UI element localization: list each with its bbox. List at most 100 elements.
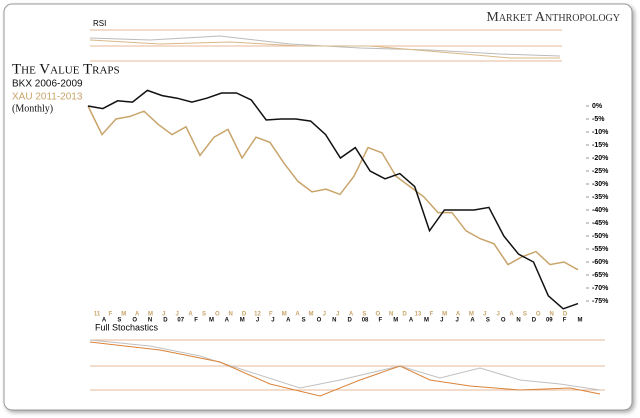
legend-entry: XAU 2011-2013 xyxy=(12,92,83,103)
x-tick-label: S xyxy=(202,312,206,318)
x-tick-label: J xyxy=(336,312,339,318)
x-tick-label: D xyxy=(402,312,407,318)
x-tick-label: F xyxy=(379,318,383,324)
x-tick-label: O xyxy=(501,318,506,324)
x-tick-label: S xyxy=(302,318,306,324)
x-tick-label: S xyxy=(523,312,527,318)
x-tick-label: N xyxy=(332,318,336,324)
y-tick-label: 0% xyxy=(592,103,603,110)
x-tick-label: M xyxy=(240,318,245,324)
x-tick-label: F xyxy=(109,312,113,318)
x-tick-label: M xyxy=(469,312,474,318)
y-tick-label: -65% xyxy=(592,272,609,279)
x-tick-label: D xyxy=(163,318,168,324)
x-tick-label: F xyxy=(269,312,273,318)
x-tick-label: A xyxy=(349,312,354,318)
x-tick-label: 12 xyxy=(254,312,261,318)
x-tick-label: O xyxy=(536,312,541,318)
chart-subtitle: (Monthly) xyxy=(12,103,53,114)
x-tick-label: M xyxy=(393,318,398,324)
x-tick-label: J xyxy=(483,312,486,318)
x-tick-label: M xyxy=(121,312,126,318)
x-tick-label: O xyxy=(375,312,380,318)
y-tick-label: -10% xyxy=(592,129,609,136)
x-tick-label: A xyxy=(135,312,140,318)
series-line xyxy=(87,105,579,271)
x-tick-label: S xyxy=(362,312,366,318)
x-tick-label: A xyxy=(470,318,475,324)
panel-label: Full Stochastics xyxy=(95,322,159,332)
y-tick-label: -60% xyxy=(592,259,609,266)
x-tick-label: N xyxy=(516,318,520,324)
y-tick-label: -15% xyxy=(592,142,609,149)
stoch-line xyxy=(89,341,601,397)
x-tick-label: 13 xyxy=(415,312,422,318)
panel-label: RSI xyxy=(93,19,106,28)
y-tick-label: -70% xyxy=(592,285,609,292)
y-tick-label: -35% xyxy=(592,194,609,201)
stoch-panel xyxy=(89,339,605,397)
x-tick-label: N xyxy=(389,312,393,318)
y-tick-label: -5% xyxy=(592,116,605,123)
y-tick-label: -50% xyxy=(592,233,609,240)
y-tick-label: -45% xyxy=(592,220,609,227)
x-tick-label: 09 xyxy=(546,318,553,324)
x-tick-label: M xyxy=(282,312,287,318)
x-tick-label: D xyxy=(348,318,353,324)
x-tick-label: A xyxy=(295,312,300,318)
x-tick-label: O xyxy=(215,312,220,318)
brand: Market Anthropology xyxy=(486,10,620,25)
x-tick-label: D xyxy=(563,312,568,318)
x-tick-label: M xyxy=(424,318,429,324)
rsi-line xyxy=(89,39,560,59)
rsi-panel xyxy=(89,29,562,62)
series-line xyxy=(87,89,579,310)
x-tick-label: J xyxy=(271,318,274,324)
x-tick-label: J xyxy=(323,312,326,318)
x-tick-label: J xyxy=(496,312,499,318)
x-tick-label: N xyxy=(229,312,233,318)
x-tick-label: M xyxy=(578,318,583,324)
x-tick-label: N xyxy=(549,312,553,318)
x-tick-label: J xyxy=(256,318,259,324)
x-tick-label: A xyxy=(509,312,514,318)
x-tick-label: M xyxy=(442,312,447,318)
x-tick-label: S xyxy=(117,318,121,324)
x-tick-label: A xyxy=(456,312,461,318)
x-tick-label: F xyxy=(194,318,198,324)
y-tick-label: -40% xyxy=(592,207,609,214)
legend-entry: BKX 2006-2009 xyxy=(12,79,83,90)
stoch-line xyxy=(89,339,601,391)
x-tick-label: A xyxy=(225,318,230,324)
y-tick-label: -20% xyxy=(592,155,609,162)
x-tick-label: D xyxy=(242,312,247,318)
x-tick-label: 11 xyxy=(94,312,101,318)
x-tick-label: J xyxy=(440,318,443,324)
x-tick-label: O xyxy=(132,318,137,324)
y-tick-label: -75% xyxy=(592,298,609,305)
frame xyxy=(3,3,633,411)
x-tick-label: A xyxy=(286,318,291,324)
x-tick-label: N xyxy=(148,318,152,324)
x-tick-label: J xyxy=(162,312,165,318)
x-tick-label: O xyxy=(317,318,322,324)
x-tick-label: J xyxy=(176,312,179,318)
x-tick-label: F xyxy=(563,318,567,324)
x-tick-label: J xyxy=(455,318,458,324)
x-tick-label: M xyxy=(209,318,214,324)
y-tick-label: -30% xyxy=(592,181,609,188)
x-tick-label: 08 xyxy=(362,318,369,324)
chart-title: The Value Traps xyxy=(12,61,120,77)
y-tick-label: -25% xyxy=(592,168,609,175)
x-tick-label: A xyxy=(102,318,107,324)
x-tick-label: D xyxy=(532,318,537,324)
x-tick-label: M xyxy=(308,312,313,318)
x-tick-label: A xyxy=(409,318,414,324)
x-tick-label: A xyxy=(188,312,193,318)
x-tick-label: 07 xyxy=(177,318,184,324)
y-tick-label: -55% xyxy=(592,246,609,253)
x-tick-label: M xyxy=(148,312,153,318)
x-tick-label: F xyxy=(429,312,433,318)
x-tick-label: S xyxy=(486,318,490,324)
